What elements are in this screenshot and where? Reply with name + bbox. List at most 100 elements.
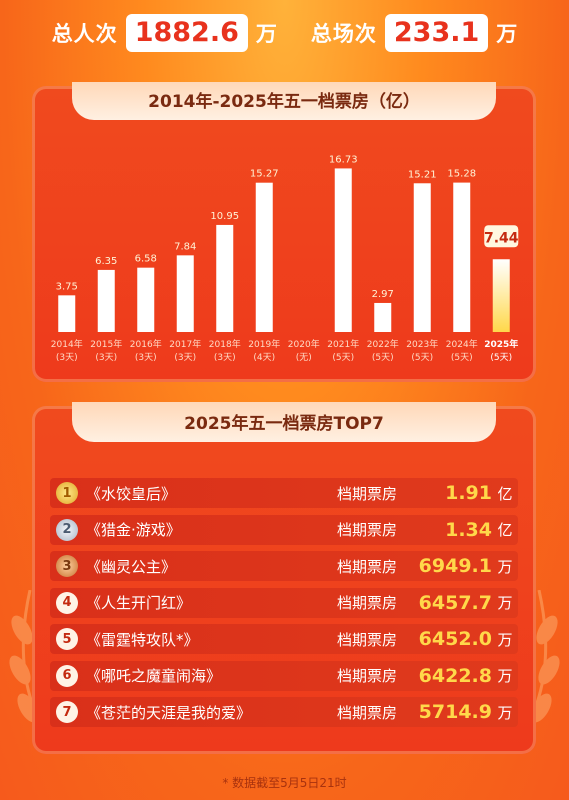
tick-label-2014年: 2014年 <box>51 338 83 350</box>
box-office-value: 1.91 <box>445 482 492 504</box>
box-office-unit: 万 <box>497 667 513 685</box>
value-label-2017年: 7.84 <box>174 241 196 252</box>
movie-title: 《猎金·游戏》 <box>86 521 181 539</box>
box-office-value: 5714.9 <box>418 701 492 723</box>
value-label-2015年: 6.35 <box>95 256 117 267</box>
box-office-value: 6457.7 <box>418 591 492 614</box>
top7-panel: 2025年五一档票房TOP7 1 《水饺皇后》 档期票房 1.91 亿 2 《猎金·游戏》档… <box>32 402 536 754</box>
tick-sublabel-2019年: (4天) <box>253 353 275 363</box>
total-people-stat: 总人次 1882.6 万 <box>52 14 277 52</box>
summary-stats: 总人次 1882.6 万 总场次 233.1 万 <box>0 14 569 52</box>
tick-label-2022年: 2022年 <box>367 338 399 350</box>
box-office-tag: 档期票房 <box>337 630 398 649</box>
box-office-unit: 万 <box>497 703 513 722</box>
top7-title: 2025年五一档票房TOP7 <box>72 402 496 442</box>
bar-2016年 <box>137 267 155 332</box>
total-people-label: 总人次 <box>51 22 118 46</box>
highlight-value-badge <box>484 225 519 248</box>
value-label-2025年: 7.44 <box>484 230 519 246</box>
bar-2023年 <box>413 183 431 332</box>
movie-title: 《雷霆特攻队*》 <box>86 630 199 649</box>
tick-label-2017年: 2017年 <box>169 338 201 350</box>
movie-title: 《哪吒之魔童闹海》 <box>86 667 222 685</box>
top7-row: 7 《苍茫的天涯是我的爱》 档期票房 5714.9 万 <box>50 697 518 727</box>
tick-label-2019年: 2019年 <box>248 338 280 350</box>
tick-label-2024年: 2024年 <box>446 338 478 350</box>
top7-list: 1 《水饺皇后》 档期票房 1.91 亿 2 《猎金·游戏》 档期票房 1.34 亿 3 《幽灵公主》… <box>50 478 518 734</box>
bar-2021年 <box>334 168 352 332</box>
movie-title: 《苍茫的天涯是我的爱》 <box>86 703 252 722</box>
box-office-history-panel: 3.75 2014年 (3天) 6.35 2015年 (3天) 6.58 2016年 (3天) 7… <box>32 82 536 382</box>
tick-sublabel-2021年: (5天) <box>332 353 354 363</box>
box-office-value: 1.34 <box>445 518 492 541</box>
box-office-tag: 档期票房 <box>337 557 398 576</box>
value-label-2024年: 15.28 <box>447 169 476 180</box>
bar-2019年 <box>255 182 273 332</box>
top7-row: 1 《水饺皇后》 档期票房 1.91 亿 <box>50 478 518 508</box>
box-office-bar-chart: 3.75 2014年 (3天) 6.35 2015年 (3天) 6.58 2016年 (3天) 7… <box>51 154 519 363</box>
rank-badge-icon: 6 <box>56 664 78 687</box>
box-office-unit: 万 <box>497 594 513 612</box>
rank-badge-icon: 5 <box>56 628 78 650</box>
box-office-unit: 亿 <box>497 521 513 539</box>
bar-2024年 <box>453 182 471 332</box>
tick-label-2015年: 2015年 <box>90 338 122 350</box>
movie-title: 《幽灵公主》 <box>86 557 177 576</box>
tick-label-2021年: 2021年 <box>327 338 359 350</box>
tick-label-2018年: 2018年 <box>209 338 241 350</box>
total-people-value: 1882.6 <box>125 14 248 52</box>
tick-sublabel-2016年: (3天) <box>135 353 157 363</box>
top7-row: 6 《哪吒之魔童闹海》 档期票房 6422.8 万 <box>50 660 518 691</box>
bar-2018年 <box>216 224 234 332</box>
rank-badge-icon: 2 <box>56 518 78 541</box>
tick-label-2020年: 2020年 <box>288 338 320 350</box>
box-office-tag: 档期票房 <box>337 667 398 685</box>
value-label-2014年: 3.75 <box>56 281 78 292</box>
total-people-unit: 万 <box>255 22 277 46</box>
box-office-unit: 万 <box>497 557 513 576</box>
value-label-2018年: 10.95 <box>210 211 239 222</box>
top7-row: 5 《雷霆特攻队*》 档期票房 6452.0 万 <box>50 624 518 654</box>
value-label-2019年: 15.27 <box>250 169 279 180</box>
box-office-unit: 亿 <box>497 484 513 503</box>
box-office-tag: 档期票房 <box>337 521 398 539</box>
box-office-unit: 万 <box>497 630 513 649</box>
tick-sublabel-2020年: (无) <box>296 352 312 363</box>
top7-row: 4 《人生开门红》 档期票房 6457.7 万 <box>50 587 518 618</box>
movie-title: 《人生开门红》 <box>86 594 192 612</box>
value-label-2023年: 15.21 <box>408 169 437 180</box>
rank-badge-icon: 7 <box>56 701 78 723</box>
tick-label-2016年: 2016年 <box>130 338 162 350</box>
rank-badge-icon: 4 <box>56 591 78 614</box>
total-shows-value: 233.1 <box>384 14 489 52</box>
box-office-value: 6452.0 <box>418 628 492 650</box>
rank-badge-icon: 3 <box>56 555 78 577</box>
total-shows-label: 总场次 <box>310 22 377 46</box>
box-office-value: 6949.1 <box>418 555 492 577</box>
tick-label-2025年: 2025年 <box>484 338 518 350</box>
rank-badge-icon: 1 <box>56 482 78 504</box>
box-office-tag: 档期票房 <box>337 594 398 612</box>
tick-sublabel-2018年: (3天) <box>214 353 236 363</box>
bar-2015年 <box>97 269 115 332</box>
bar-2014年 <box>58 295 76 332</box>
bar-2025年 <box>492 259 510 332</box>
tick-sublabel-2024年: (5天) <box>451 353 473 363</box>
top7-row: 3 《幽灵公主》 档期票房 6949.1 万 <box>50 551 518 581</box>
box-office-value: 6422.8 <box>418 664 492 687</box>
tick-sublabel-2017年: (3天) <box>174 353 196 363</box>
tick-sublabel-2015年: (3天) <box>95 353 117 363</box>
value-label-2016年: 6.58 <box>135 254 157 265</box>
tick-sublabel-2022年: (5天) <box>372 353 394 363</box>
value-label-2022年: 2.97 <box>372 289 394 300</box>
tick-sublabel-2025年: (5天) <box>490 353 512 363</box>
tick-sublabel-2014年: (3天) <box>56 353 78 363</box>
tick-sublabel-2023年: (5天) <box>411 353 433 363</box>
total-shows-stat: 总场次 233.1 万 <box>311 14 517 52</box>
value-label-2021年: 16.73 <box>329 154 358 165</box>
box-office-tag: 档期票房 <box>337 703 398 722</box>
footnote: * 数据截至5月5日21时 <box>222 776 347 790</box>
bar-2017年 <box>176 255 194 332</box>
total-shows-unit: 万 <box>496 22 518 46</box>
top7-row: 2 《猎金·游戏》 档期票房 1.34 亿 <box>50 514 518 545</box>
